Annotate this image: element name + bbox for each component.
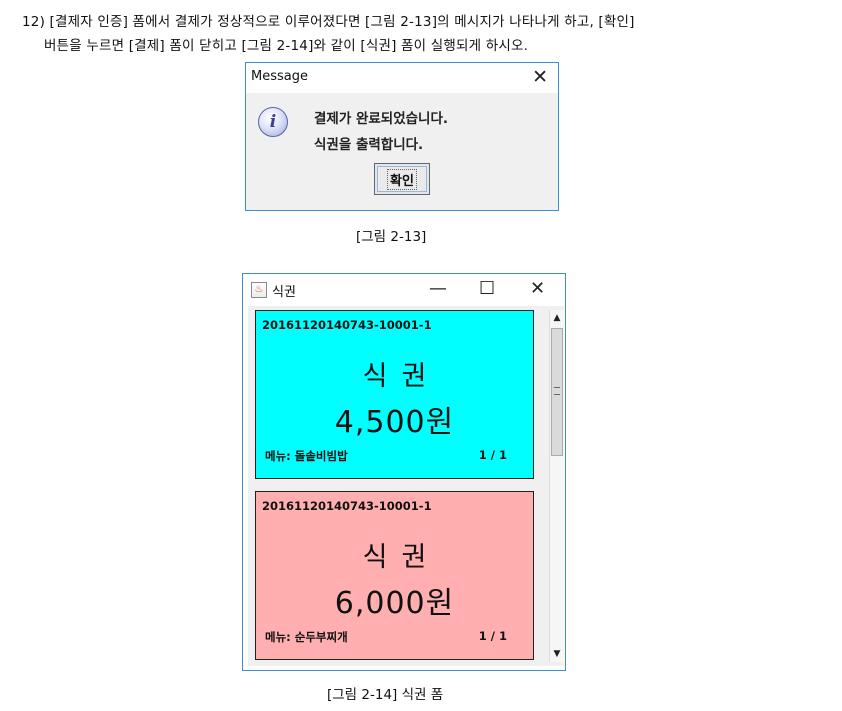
- ticket-window-titlebar: ♨ 식권 — ☐ ✕: [243, 274, 565, 306]
- ok-button-label: 확인: [387, 168, 417, 190]
- ticket-label: 식권: [362, 542, 441, 573]
- message-dialog-titlebar: Message ✕: [246, 63, 558, 93]
- ticket-price: 4,500원: [334, 405, 455, 440]
- ticket-count: 1 / 1: [478, 629, 507, 643]
- close-icon[interactable]: ✕: [530, 278, 546, 299]
- message-line-1: 결제가 완료되었습니다.: [314, 111, 449, 127]
- minimize-icon[interactable]: —: [429, 278, 447, 299]
- ticket-card: 20161120140743-10001-1 식권 4,500원 메뉴: 돌솥비…: [255, 310, 534, 479]
- message-line-2: 식권을 출력합니다.: [314, 137, 424, 153]
- ticket-count: 1 / 1: [478, 448, 507, 462]
- scroll-up-arrow-icon[interactable]: ▲: [553, 313, 561, 323]
- grip-icon: [554, 387, 560, 395]
- ticket-price: 6,000원: [334, 586, 455, 621]
- instruction-line-2: 버튼을 누르면 [결제] 폼이 닫히고 [그림 2-14]와 같이 [식권] 폼…: [44, 38, 529, 54]
- message-dialog-title: Message: [251, 69, 308, 84]
- ticket-menu: 메뉴: 돌솥비빔밥: [265, 449, 348, 463]
- scroll-down-arrow-icon[interactable]: ▼: [553, 649, 561, 659]
- ticket-window-title: 식권: [272, 285, 296, 300]
- ticket-scroll-pane[interactable]: 20161120140743-10001-1 식권 4,500원 메뉴: 돌솥비…: [248, 306, 564, 666]
- message-dialog: Message ✕ i 결제가 완료되었습니다. 식권을 출력합니다. 확인: [245, 62, 559, 211]
- ticket-code: 20161120140743-10001-1: [262, 499, 432, 513]
- ticket-label: 식권: [362, 361, 441, 392]
- figure-caption-2-13: [그림 2-13]: [356, 229, 427, 245]
- ok-button[interactable]: 확인: [374, 163, 430, 195]
- instruction-text: 12) [결제자 인증] 폼에서 결제가 정상적으로 이루어졌다면 [그림 2-…: [22, 10, 635, 58]
- close-icon[interactable]: ✕: [532, 66, 548, 88]
- java-app-icon: ♨: [251, 282, 267, 298]
- ticket-menu: 메뉴: 순두부찌개: [265, 630, 348, 644]
- ticket-card: 20161120140743-10001-1 식권 6,000원 메뉴: 순두부…: [255, 491, 534, 660]
- ticket-code: 20161120140743-10001-1: [262, 318, 432, 332]
- vertical-scrollbar[interactable]: ▲ ▼: [549, 310, 564, 662]
- maximize-icon[interactable]: ☐: [479, 278, 496, 299]
- instruction-line-1: 12) [결제자 인증] 폼에서 결제가 정상적으로 이루어졌다면 [그림 2-…: [22, 14, 635, 30]
- info-icon: i: [258, 107, 288, 137]
- scrollbar-thumb[interactable]: [551, 328, 563, 456]
- ticket-window: ♨ 식권 — ☐ ✕ 20161120140743-10001-1 식권 4,5…: [242, 273, 566, 671]
- figure-caption-2-14: [그림 2-14] 식권 폼: [327, 687, 444, 703]
